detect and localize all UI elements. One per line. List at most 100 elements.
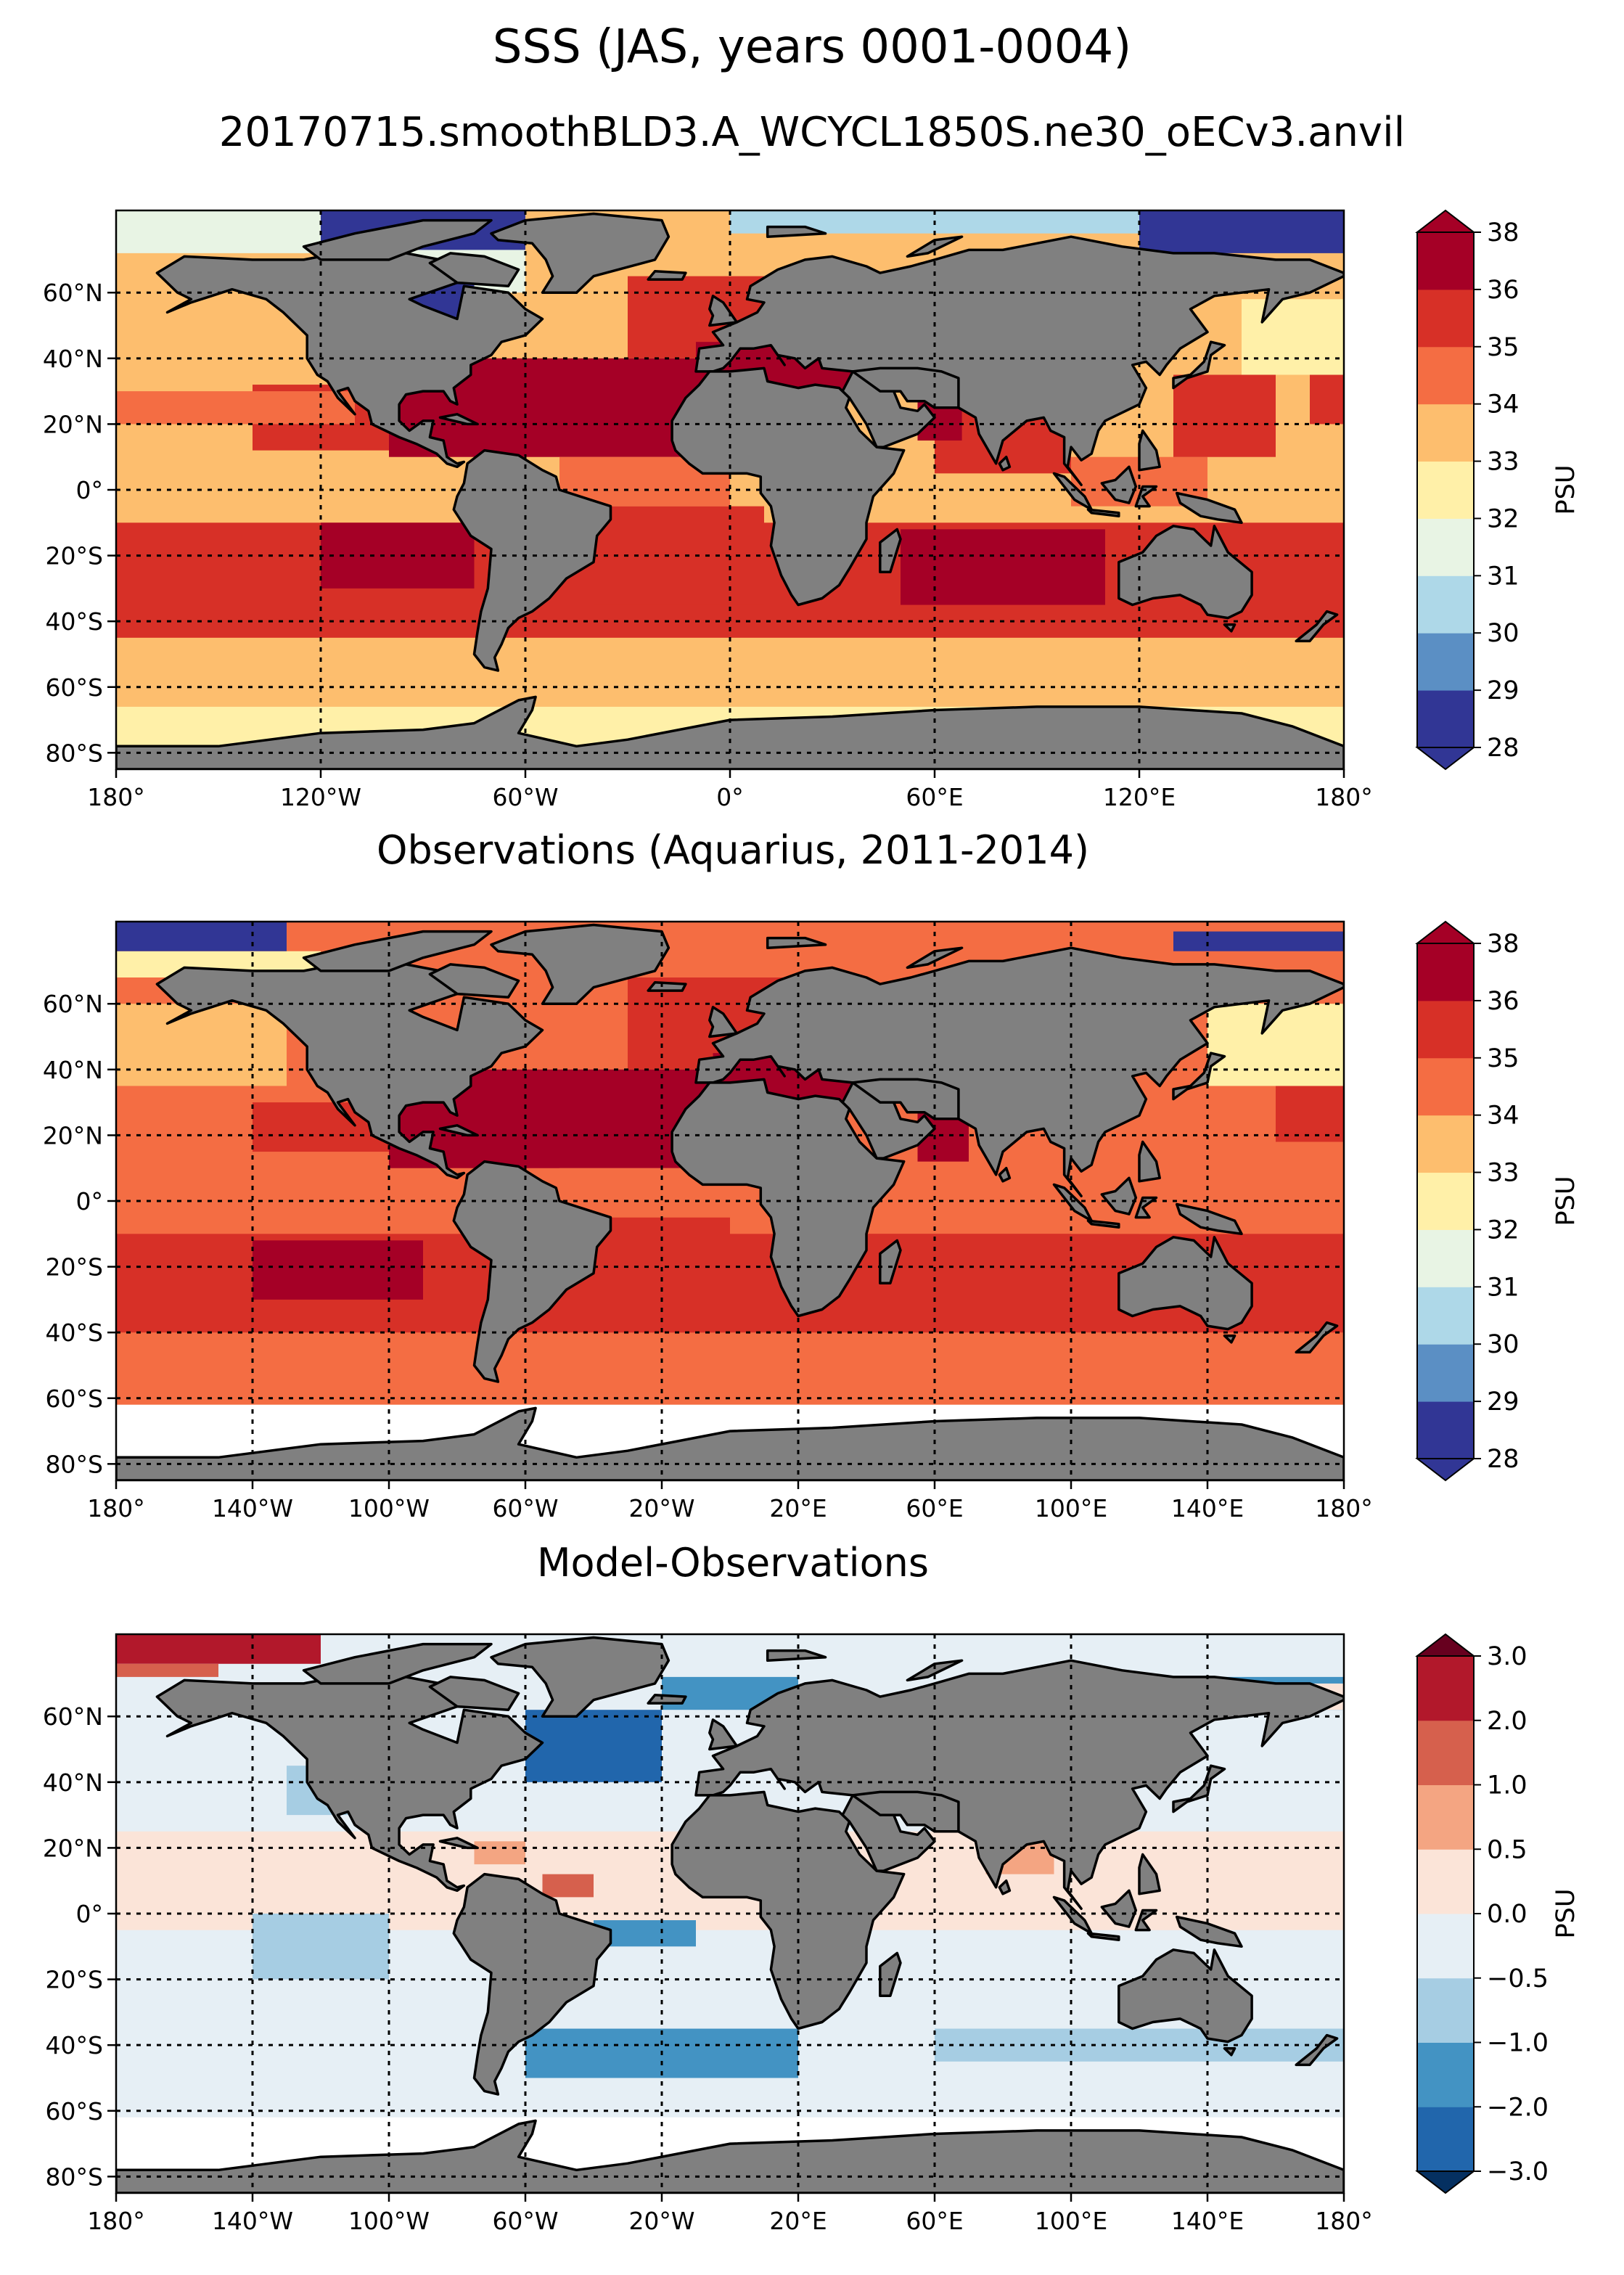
land-caa <box>302 930 493 972</box>
colorbar-label-4: 32 <box>1487 504 1520 533</box>
x-tick-label-2: 100°W <box>348 1494 430 1522</box>
panel2-title: Observations (Aquarius, 2011-2014) <box>376 827 1090 873</box>
colorbar-label-7: 35 <box>1487 333 1520 362</box>
land-antarctica <box>116 1406 1344 1480</box>
ocean-field-4 <box>935 2028 1344 2062</box>
x-tick-label-7: 100°E <box>1035 2207 1107 2235</box>
colorbar-extend-low <box>1415 2171 1476 2194</box>
land-caa <box>302 1642 493 1685</box>
colorbar-label-2: 30 <box>1487 1330 1520 1359</box>
land-java <box>1086 508 1120 517</box>
colorbar-segment-0 <box>1417 2107 1474 2172</box>
x-tick-label-4: 20°W <box>628 2207 694 2235</box>
y-tick-label-1: 40°N <box>43 1768 103 1797</box>
ocean-field-9 <box>474 1841 525 1865</box>
colorbar-segment-7 <box>1417 1656 1474 1721</box>
colorbar-extend-low <box>1415 1458 1476 1482</box>
ocean-field-8 <box>116 1663 218 1677</box>
ocean-field-10 <box>1242 299 1344 375</box>
y-tick-label-7: 80°S <box>46 739 103 767</box>
colorbar-label-3: −0.5 <box>1487 1964 1549 1993</box>
land-iceland <box>647 1694 687 1705</box>
colorbar-label-0: 28 <box>1487 734 1520 763</box>
colorbar-segment-1 <box>1417 633 1474 691</box>
colorbar-label-8: 36 <box>1487 987 1520 1016</box>
colorbar-label-9: 38 <box>1487 930 1520 959</box>
land-africa <box>670 1078 906 1318</box>
ocean-field-2 <box>253 1240 423 1300</box>
land-japan <box>1172 1052 1226 1101</box>
land-madagascar <box>879 1951 902 1997</box>
land-svalbard <box>766 936 827 949</box>
x-tick-label-0: 180° <box>87 2207 145 2235</box>
land-sri-lanka <box>998 1166 1012 1183</box>
colorbar-segment-8 <box>1417 232 1474 290</box>
y-tick-label-4: 20°S <box>46 1966 103 1994</box>
y-tick-label-7: 80°S <box>46 1450 103 1478</box>
land-new-zealand <box>1295 1321 1339 1354</box>
ocean-field-16 <box>116 210 321 253</box>
land-australia <box>1117 1236 1253 1331</box>
colorbar-segment-5 <box>1417 403 1474 462</box>
ocean-field-8 <box>116 1004 287 1086</box>
ocean-field-3 <box>321 522 475 589</box>
land-britain <box>708 1006 739 1038</box>
y-tick-label-6: 60°S <box>46 2097 103 2126</box>
land-borneo <box>1100 465 1138 504</box>
land-australia <box>1117 1948 1253 2044</box>
x-tick-label-0: 180° <box>87 783 145 811</box>
x-tick-label-3: 0° <box>716 783 744 811</box>
land-greenland <box>490 923 670 1005</box>
y-tick-label-3: 0° <box>76 1900 104 1928</box>
colorbar-segment-4 <box>1417 461 1474 519</box>
y-tick-label-6: 60°S <box>46 673 103 702</box>
land-sri-lanka <box>998 1879 1012 1895</box>
colorbar-label-0: 28 <box>1487 1445 1520 1474</box>
y-tick-label-0: 60°N <box>43 279 103 307</box>
x-tick-label-6: 60°E <box>906 2207 963 2235</box>
x-tick-label-8: 140°E <box>1171 2207 1244 2235</box>
ocean-field-16 <box>116 922 287 951</box>
land-tasmania <box>1223 2046 1237 2057</box>
colorbar-label-2: 30 <box>1487 619 1520 648</box>
land-north-america <box>155 248 544 469</box>
colorbar-label-1: −2.0 <box>1487 2093 1549 2122</box>
colorbar-segment-6 <box>1417 346 1474 405</box>
figure-subtitle: 20170715.smoothBLD3.A_WCYCL1850S.ne30_oE… <box>218 109 1406 156</box>
colorbar-segment-6 <box>1417 1057 1474 1116</box>
x-tick-label-9: 180° <box>1315 2207 1373 2235</box>
ocean-field-8 <box>1310 374 1344 425</box>
land-japan <box>1172 1764 1226 1813</box>
colorbar-label-0: −3.0 <box>1487 2157 1549 2186</box>
y-tick-label-3: 0° <box>76 1187 104 1216</box>
x-tick-label-5: 20°E <box>769 2207 827 2235</box>
colorbar-label-6: 1.0 <box>1487 1771 1527 1800</box>
colorbar-label-8: 36 <box>1487 276 1520 305</box>
colorbar: 28 29 30 31 32 33 34 35 36 38 PSU <box>1415 209 1580 771</box>
x-tick-label-3: 60°W <box>492 1494 558 1522</box>
x-tick-label-1: 140°W <box>212 2207 293 2235</box>
x-tick-label-9: 180° <box>1315 1494 1373 1522</box>
y-tick-label-0: 60°N <box>43 1702 103 1731</box>
colorbar-frame <box>1416 231 1475 748</box>
difference-sss-panel: 180° 140°W 100°W 60°W 20°W 20°E 60°E 100°E 140°E… <box>43 1633 1580 2235</box>
land-novaya-zemlya <box>906 1659 964 1682</box>
land-sumatra <box>1052 472 1093 511</box>
map-area <box>116 1634 1344 2193</box>
land-baffin <box>428 252 520 287</box>
y-tick-label-2: 20°N <box>43 1834 103 1862</box>
colorbar-label-6: 34 <box>1487 390 1520 419</box>
colorbar-segment-1 <box>1417 2042 1474 2107</box>
colorbar-label-5: 0.5 <box>1487 1835 1527 1864</box>
colorbar-segment-5 <box>1417 1115 1474 1173</box>
ocean-field-7 <box>116 1634 321 1664</box>
y-tick-label-5: 40°S <box>46 1319 103 1347</box>
colorbar-title: PSU <box>1551 1889 1580 1939</box>
colorbar-label-7: 2.0 <box>1487 1707 1527 1736</box>
ocean-field-13 <box>1071 1864 1276 1930</box>
colorbar-segment-7 <box>1417 289 1474 348</box>
colorbar-label-1: 29 <box>1487 1387 1520 1417</box>
land-antarctica <box>116 695 1344 769</box>
land-new-guinea <box>1175 1915 1243 1948</box>
colorbar-label-8: 3.0 <box>1487 1642 1527 1671</box>
